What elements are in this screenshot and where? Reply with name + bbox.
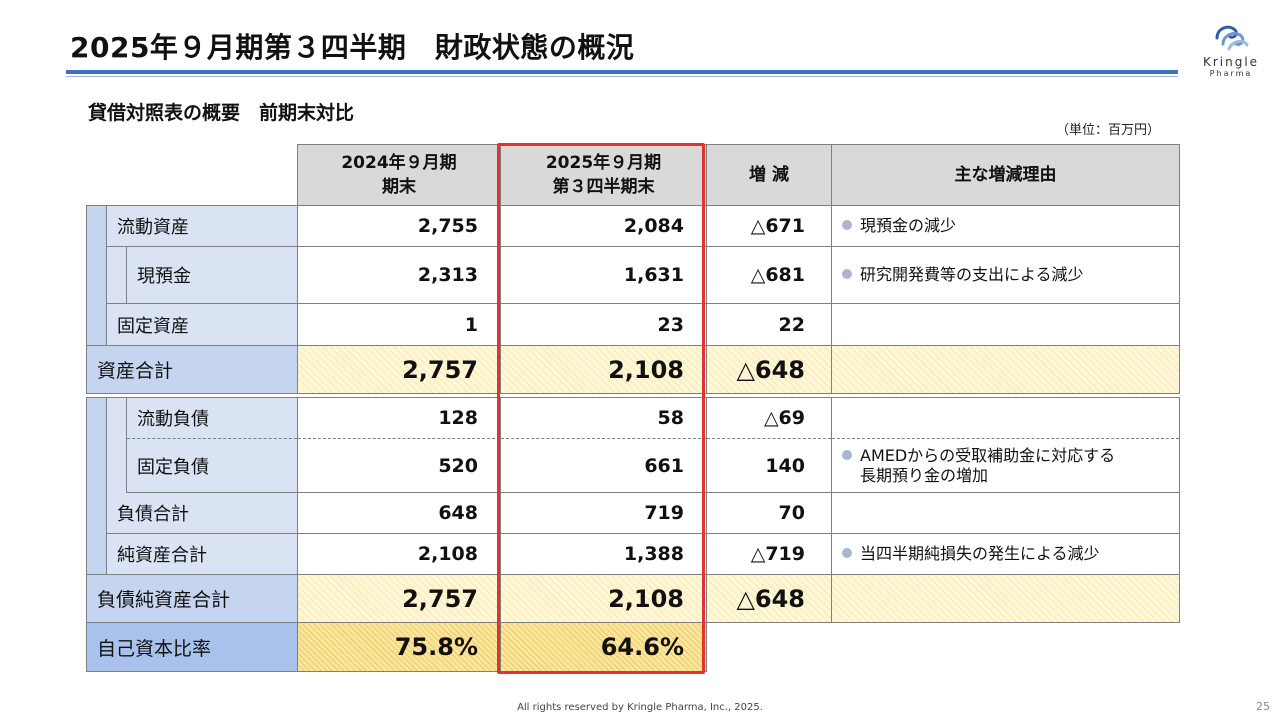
header-blank — [86, 144, 298, 206]
row-label-total-assets: 資産合計 — [86, 345, 298, 394]
total-assets-diff: △648 — [706, 345, 832, 394]
fixed-assets-reason — [831, 303, 1180, 346]
fixed-liabilities-diff: 140 — [706, 438, 832, 493]
equity-ratio-curr: 64.6% — [500, 622, 707, 672]
row-label-current-liabilities: 流動負債 — [126, 397, 298, 439]
net-assets-diff: △719 — [706, 533, 832, 575]
logo-sub: Pharma — [1209, 69, 1253, 78]
current-liabilities-curr: 58 — [500, 397, 707, 439]
row-label-equity-ratio: 自己資本比率 — [86, 622, 298, 672]
net-assets-prev: 2,108 — [297, 533, 501, 575]
footer-copyright: All rights reserved by Kringle Pharma, I… — [517, 702, 763, 713]
reason-text: 当四半期純損失の発生による減少 — [860, 544, 1100, 563]
kringle-swirl-logo-icon — [1215, 25, 1249, 51]
reason-text: 研究開発費等の支出による減少 — [860, 265, 1084, 284]
total-liab-net-curr: 2,108 — [500, 574, 707, 623]
fixed-liabilities-curr: 661 — [500, 438, 707, 493]
row-label-current-assets: 流動資産 — [106, 205, 298, 247]
header-row: 2024年９月期 期末 2025年９月期 第３四半期末 増 減 主な増減理由 — [86, 144, 1180, 206]
logo-name: Kringle — [1202, 55, 1260, 69]
table-row-total: 負債純資産合計 2,757 2,108 △648 — [86, 574, 1180, 623]
liabilities-indent — [106, 397, 127, 493]
current-assets-curr: 2,084 — [500, 205, 707, 247]
total-assets-curr: 2,108 — [500, 345, 707, 394]
bullet-icon — [842, 449, 852, 460]
total-assets-reason — [831, 345, 1180, 394]
fixed-liabilities-reason: AMEDからの受取補助金に対応する 長期預り金の増加 — [831, 438, 1180, 493]
total-liab-net-diff: △648 — [706, 574, 832, 623]
net-assets-reason: 当四半期純損失の発生による減少 — [831, 533, 1180, 575]
cash-indent — [106, 246, 127, 304]
bullet-icon — [842, 269, 852, 279]
table-row: 固定負債 520 661 140 AMEDからの受取補助金に対応する 長期預り金… — [87, 438, 1180, 493]
reason-text-line2: 長期預り金の増加 — [860, 465, 989, 485]
header-reason: 主な増減理由 — [831, 144, 1180, 206]
header-curr-line2: 第３四半期末 — [552, 177, 655, 197]
cash-reason: 研究開発費等の支出による減少 — [831, 246, 1180, 304]
total-liab-net-prev: 2,757 — [297, 574, 501, 623]
current-liabilities-prev: 128 — [297, 397, 501, 439]
header-prev-line2: 期末 — [382, 177, 416, 197]
table-row: 負債合計 648 719 70 — [87, 492, 1180, 534]
unit-note: （単位：百万円） — [1056, 123, 1161, 138]
bullet-icon — [842, 548, 852, 558]
current-liabilities-diff: △69 — [706, 397, 832, 439]
page-number: 25 — [1256, 700, 1270, 713]
total-liabilities-reason — [831, 492, 1180, 534]
row-label-total-liabilities: 負債合計 — [106, 492, 298, 534]
row-label-fixed-assets: 固定資産 — [106, 303, 298, 346]
liabilities-group-bar — [86, 397, 107, 575]
equity-ratio-prev: 75.8% — [297, 622, 501, 672]
title-rule — [66, 70, 1178, 74]
cash-curr: 1,631 — [500, 246, 707, 304]
total-liab-net-reason — [831, 574, 1180, 623]
current-liabilities-reason — [831, 397, 1180, 439]
row-label-net-assets: 純資産合計 — [106, 533, 298, 575]
table-row: 流動負債 128 58 △69 — [86, 397, 1180, 575]
header-curr-line1: 2025年９月期 — [545, 153, 662, 173]
fixed-assets-diff: 22 — [706, 303, 832, 346]
table-row-ratio: 自己資本比率 75.8% 64.6% — [86, 622, 1180, 672]
header-prev-period: 2024年９月期 期末 — [297, 144, 501, 206]
total-liabilities-prev: 648 — [297, 492, 501, 534]
header-curr-period: 2025年９月期 第３四半期末 — [500, 144, 707, 206]
fixed-assets-curr: 23 — [500, 303, 707, 346]
equity-ratio-blank — [706, 622, 1180, 672]
row-label-fixed-liabilities: 固定負債 — [126, 438, 298, 493]
table-row-total: 資産合計 2,757 2,108 △648 — [86, 345, 1180, 394]
company-logo: Kringle Pharma — [1196, 18, 1266, 88]
reason-text: 現預金の減少 — [860, 216, 957, 235]
bullet-icon — [842, 220, 852, 230]
reason-text-line1: AMEDからの受取補助金に対応する — [860, 445, 1116, 465]
title-rule-thin — [66, 76, 1178, 77]
total-liabilities-diff: 70 — [706, 492, 832, 534]
net-assets-curr: 1,388 — [500, 533, 707, 575]
header-change: 増 減 — [706, 144, 832, 206]
header-prev-line1: 2024年９月期 — [341, 153, 457, 173]
table-gap — [86, 393, 1180, 398]
fixed-assets-prev: 1 — [297, 303, 501, 346]
assets-group-bar — [86, 205, 107, 346]
table-row: 固定資産 1 23 22 — [87, 303, 1180, 346]
slide-title: 2025年９月期第３四半期 財政状態の概況 — [70, 31, 635, 64]
current-assets-diff: △671 — [706, 205, 832, 247]
current-assets-reason: 現預金の減少 — [831, 205, 1180, 247]
current-assets-prev: 2,755 — [297, 205, 501, 247]
table-row: 流動資産 2,755 2,084 △671 現預金の減少 — [86, 205, 1180, 346]
fixed-liabilities-prev: 520 — [297, 438, 501, 493]
row-label-cash: 現預金 — [126, 246, 298, 304]
total-liabilities-curr: 719 — [500, 492, 707, 534]
table-row: 現預金 2,313 1,631 △681 研究開発費等の支出による減少 — [87, 246, 1180, 304]
section-subtitle: 貸借対照表の概要 前期末対比 — [88, 102, 355, 124]
balance-sheet-table: 2024年９月期 期末 2025年９月期 第３四半期末 増 減 主な増減理由 流… — [86, 144, 1180, 672]
cash-diff: △681 — [706, 246, 832, 304]
cash-prev: 2,313 — [297, 246, 501, 304]
table-row: 純資産合計 2,108 1,388 △719 当四半期純損失の発生による減少 — [87, 533, 1180, 575]
row-label-total-liab-net: 負債純資産合計 — [86, 574, 298, 623]
total-assets-prev: 2,757 — [297, 345, 501, 394]
